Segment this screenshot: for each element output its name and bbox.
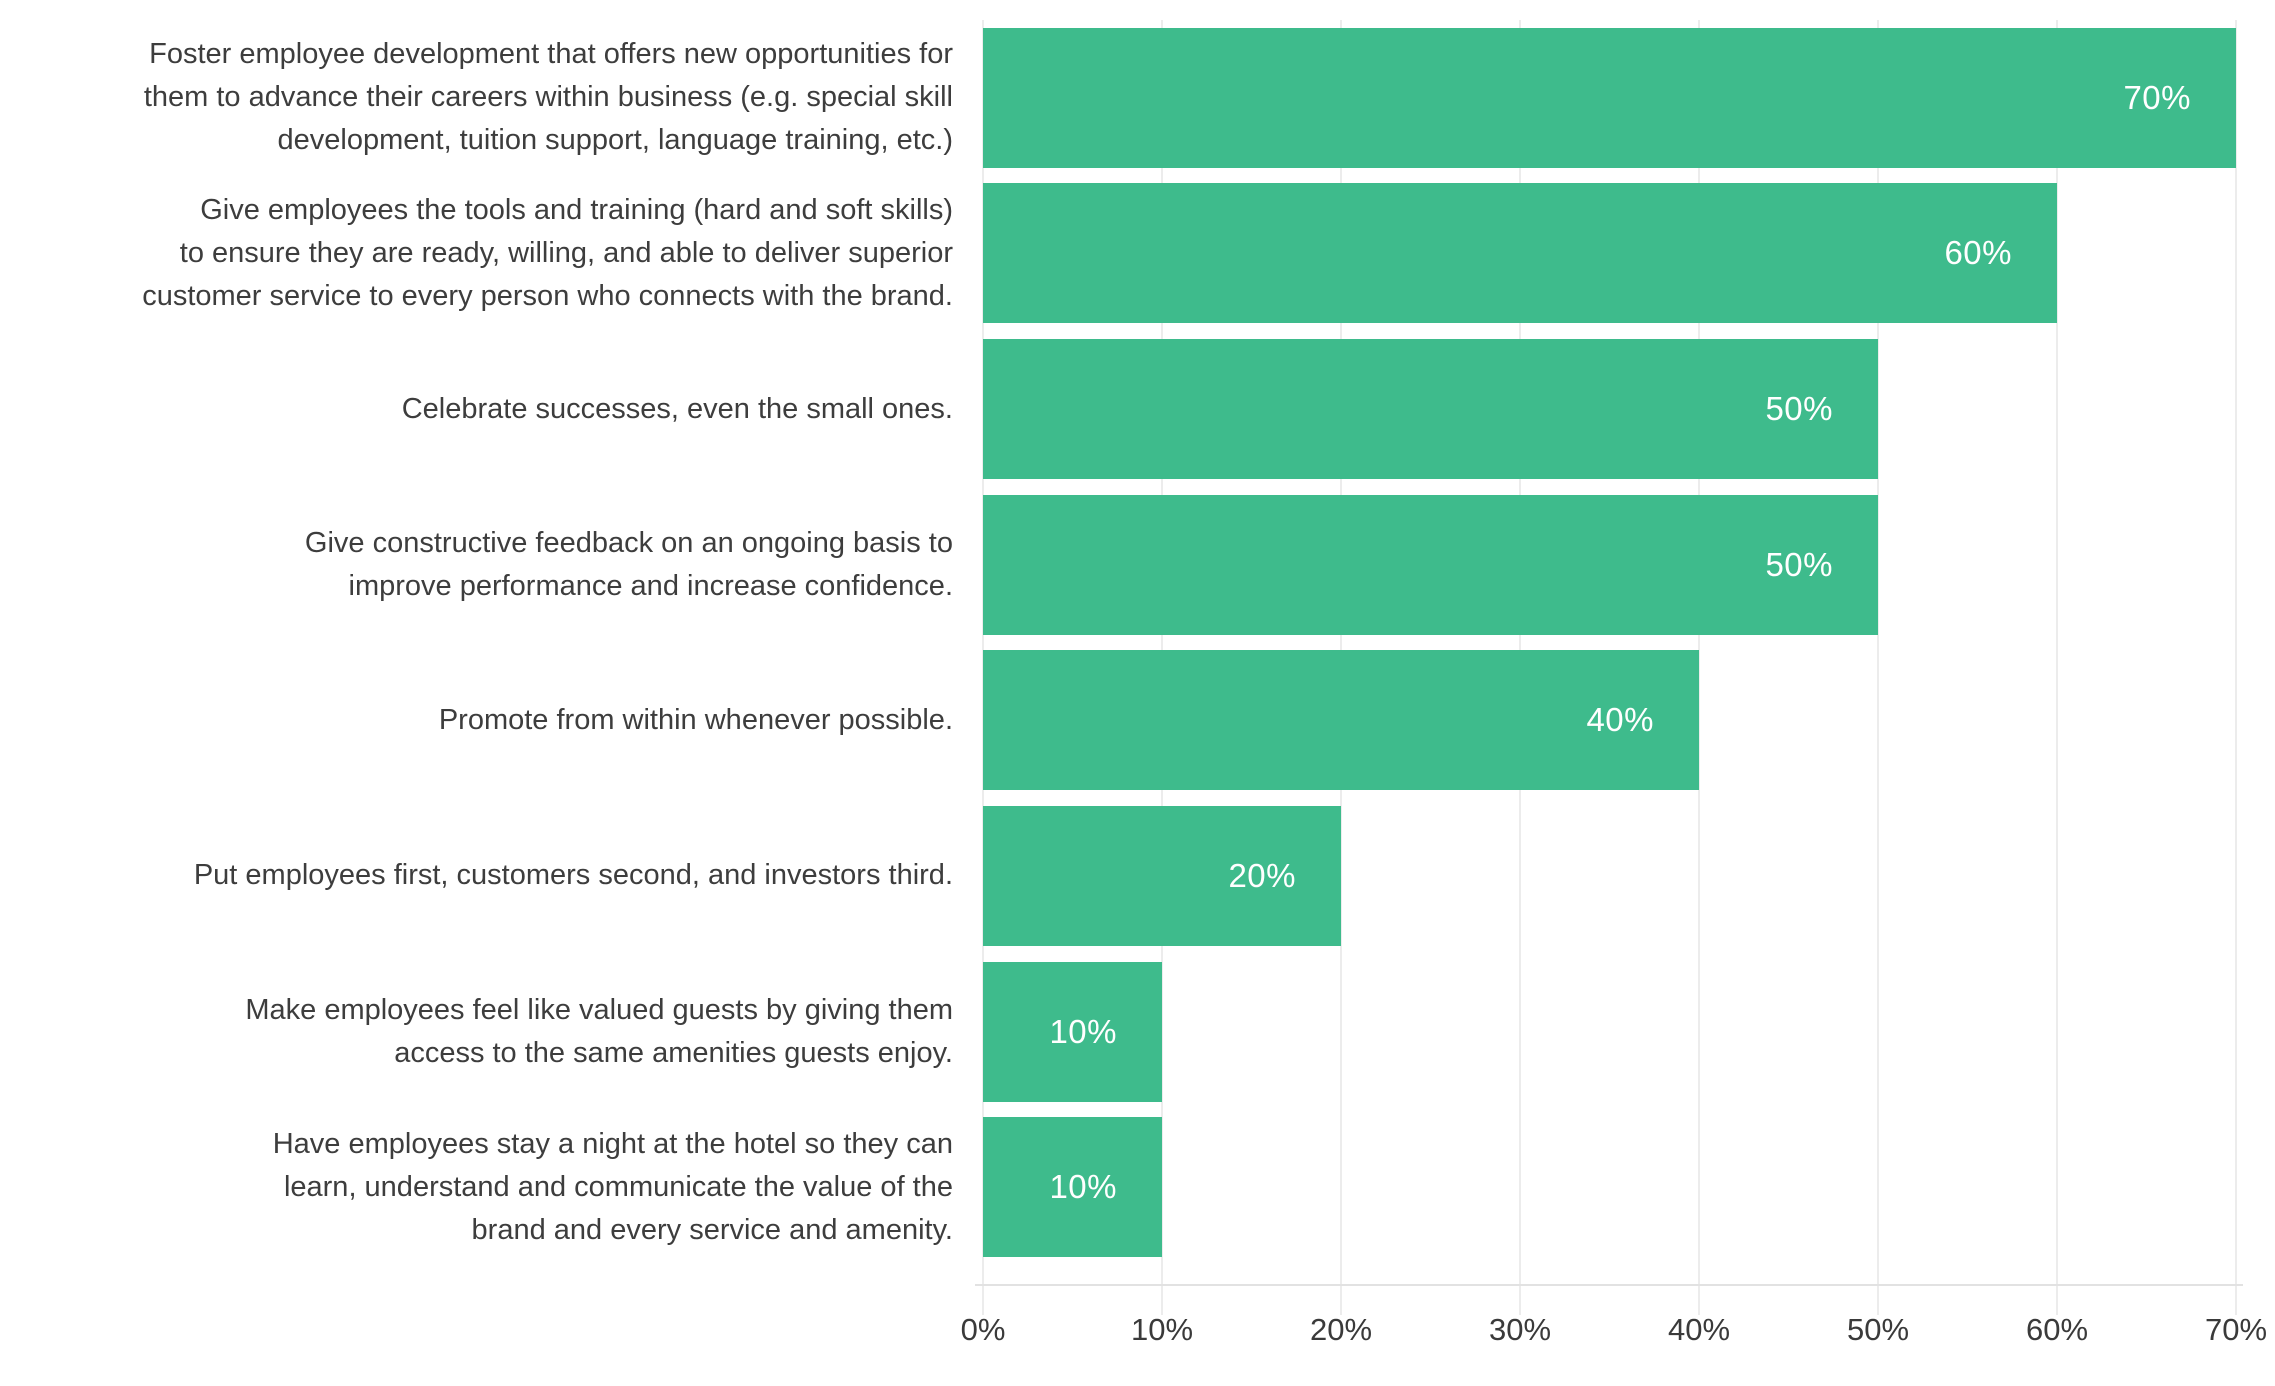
category-label: Give employees the tools and training (h… xyxy=(142,194,953,312)
x-axis-tick-labels: 0% 10% 20% 30% 40% 50% 60% 70% xyxy=(961,1312,2267,1356)
bar-row: Foster employee development that offers … xyxy=(0,20,2275,176)
gridline xyxy=(1698,20,1700,1315)
bar-row: Put employees first, customers second, a… xyxy=(0,798,2275,954)
x-axis-tick-label: 70% xyxy=(2204,1312,2268,1347)
bar-track: 60% xyxy=(983,183,2236,324)
bar-track: 20% xyxy=(983,805,2236,946)
bar-value-label: 60% xyxy=(1944,234,2012,272)
bar-value-label: 50% xyxy=(1765,390,1833,428)
x-axis-tick-label: 10% xyxy=(1130,1312,1194,1347)
bar-row: Give constructive feedback on an ongoing… xyxy=(0,487,2275,643)
bar-value-label: 40% xyxy=(1586,701,1654,739)
x-axis-tick-label: 30% xyxy=(1488,1312,1552,1347)
category-label: Promote from within whenever possible. xyxy=(438,703,953,736)
bar: 60% xyxy=(983,183,2057,324)
x-axis-tick-label: 60% xyxy=(2025,1312,2089,1347)
x-axis-tick-label: 0% xyxy=(960,1312,1006,1347)
bar-value-label: 20% xyxy=(1228,856,1296,894)
bar: 10% xyxy=(983,1117,1162,1258)
bar: 70% xyxy=(983,27,2236,168)
bar-row: Promote from within whenever possible. 4… xyxy=(0,643,2275,799)
bar: 20% xyxy=(983,805,1341,946)
bar-track: 40% xyxy=(983,650,2236,791)
bar-value-label: 10% xyxy=(1049,1012,1117,1050)
gridline xyxy=(2056,20,2058,1315)
x-axis-tick-label: 40% xyxy=(1667,1312,1731,1347)
x-axis-tick-label: 50% xyxy=(1846,1312,1910,1347)
bar-value-label: 10% xyxy=(1049,1168,1117,1206)
bar-rows: Foster employee development that offers … xyxy=(0,20,2275,1265)
bar-track: 10% xyxy=(983,961,2236,1102)
bar-track: 50% xyxy=(983,339,2236,480)
bar-track: 10% xyxy=(983,1117,2236,1258)
bar-track: 70% xyxy=(983,27,2236,168)
bar: 40% xyxy=(983,650,1699,791)
bar-value-label: 70% xyxy=(2123,78,2191,116)
bar-value-label: 50% xyxy=(1765,545,1833,583)
bar: 50% xyxy=(983,339,1878,480)
category-label: Give constructive feedback on an ongoing… xyxy=(304,526,953,602)
bar-row: Celebrate successes, even the small ones… xyxy=(0,331,2275,487)
gridline xyxy=(2235,20,2237,1315)
category-label: Foster employee development that offers … xyxy=(143,38,953,157)
gridline xyxy=(1877,20,1879,1315)
x-axis-tick-label: 20% xyxy=(1309,1312,1373,1347)
bar: 50% xyxy=(983,494,1878,635)
bar-row: Have employees stay a night at the hotel… xyxy=(0,1109,2275,1265)
bar-track: 50% xyxy=(983,494,2236,635)
category-label: Put employees first, customers second, a… xyxy=(193,859,953,892)
bar-row: Make employees feel like valued guests b… xyxy=(0,954,2275,1110)
category-label: Celebrate successes, even the small ones… xyxy=(401,392,953,425)
category-label: Have employees stay a night at the hotel… xyxy=(272,1127,953,1246)
bar: 10% xyxy=(983,961,1162,1102)
x-axis-line xyxy=(975,1284,2243,1286)
bar-row: Give employees the tools and training (h… xyxy=(0,176,2275,332)
category-label: Make employees feel like valued guests b… xyxy=(245,993,953,1069)
